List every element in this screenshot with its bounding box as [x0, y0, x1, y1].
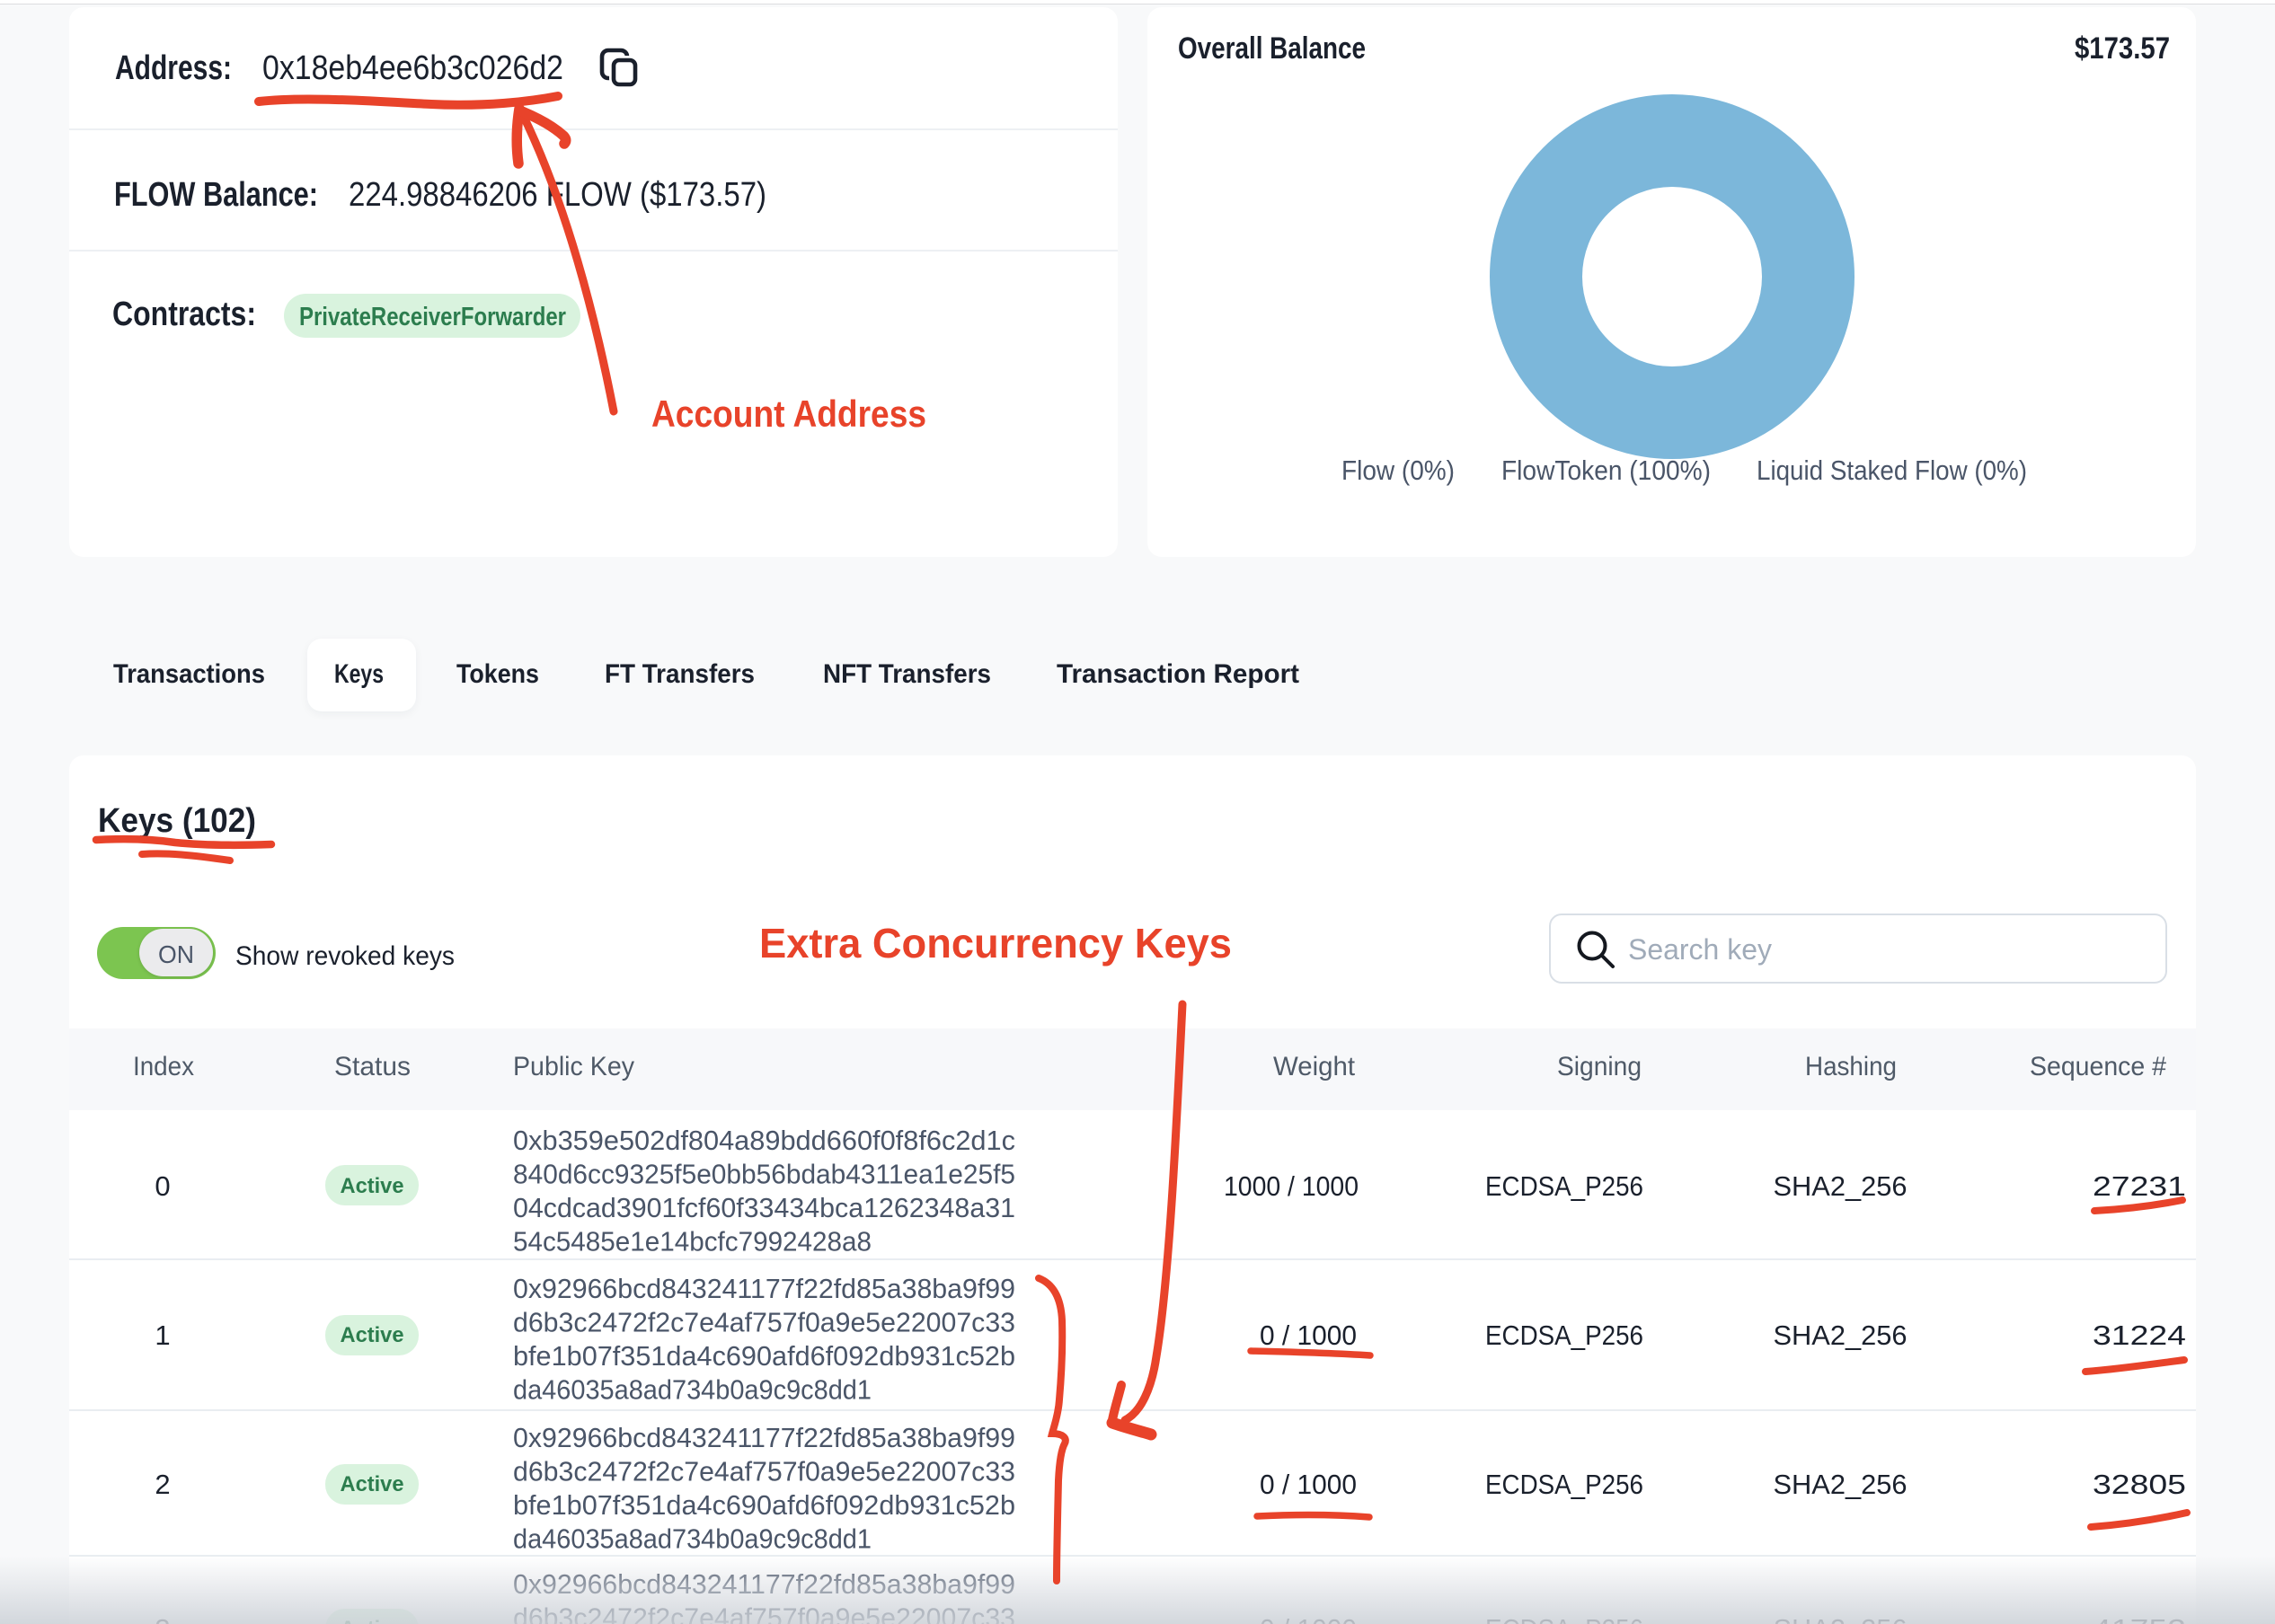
svg-text:31224: 31224 — [2093, 1320, 2186, 1351]
svg-text:04cdcad3901fcf60f33434bca12623: 04cdcad3901fcf60f33434bca1262348a31 — [513, 1192, 1015, 1223]
svg-text:0x92966bcd843241177f22fd85a38b: 0x92966bcd843241177f22fd85a38ba9f99 — [513, 1273, 1015, 1304]
svg-text:0x92966bcd843241177f22fd85a38b: 0x92966bcd843241177f22fd85a38ba9f99 — [513, 1422, 1015, 1453]
svg-text:Transactions: Transactions — [113, 659, 265, 689]
svg-text:Active: Active — [341, 1472, 404, 1496]
svg-text:SHA2_256: SHA2_256 — [1774, 1170, 1908, 1202]
svg-text:Flow (0%): Flow (0%) — [1341, 455, 1455, 486]
svg-text:Liquid Staked Flow (0%): Liquid Staked Flow (0%) — [1757, 455, 2027, 486]
svg-text:NFT Transfers: NFT Transfers — [823, 659, 991, 689]
svg-text:ECDSA_P256: ECDSA_P256 — [1485, 1469, 1643, 1500]
svg-text:Keys: Keys — [334, 659, 384, 689]
svg-text:SHA2_256: SHA2_256 — [1774, 1469, 1908, 1500]
svg-text:1000 / 1000: 1000 / 1000 — [1224, 1170, 1359, 1202]
svg-text:Sequence #: Sequence # — [2030, 1052, 2166, 1081]
svg-text:SHA2_256: SHA2_256 — [1774, 1320, 1908, 1351]
svg-text:Weight: Weight — [1273, 1052, 1356, 1081]
svg-text:27231: 27231 — [2093, 1170, 2186, 1202]
svg-text:Active: Active — [341, 1174, 404, 1198]
svg-text:FlowToken (100%): FlowToken (100%) — [1501, 455, 1711, 486]
svg-text:d6b3c2472f2c7e4af757f0a9e5e220: d6b3c2472f2c7e4af757f0a9e5e22007c33 — [513, 1456, 1015, 1487]
svg-text:Hashing: Hashing — [1805, 1052, 1897, 1081]
svg-text:Show revoked keys: Show revoked keys — [235, 941, 455, 971]
svg-text:224.98846206 FLOW ($173.57): 224.98846206 FLOW ($173.57) — [349, 176, 766, 214]
svg-text:Search key: Search key — [1628, 933, 1772, 966]
svg-text:da46035a8ad734b0a9c9c8dd1: da46035a8ad734b0a9c9c8dd1 — [513, 1374, 872, 1406]
svg-text:0 / 1000: 0 / 1000 — [1260, 1469, 1357, 1500]
svg-text:Public Key: Public Key — [513, 1052, 634, 1081]
svg-text:Tokens: Tokens — [456, 659, 539, 689]
svg-text:Active: Active — [341, 1323, 404, 1347]
svg-text:ECDSA_P256: ECDSA_P256 — [1485, 1170, 1643, 1202]
svg-text:$173.57: $173.57 — [2075, 31, 2170, 66]
svg-text:Overall Balance: Overall Balance — [1178, 31, 1366, 66]
svg-text:Index: Index — [133, 1052, 194, 1081]
svg-text:Keys (102): Keys (102) — [98, 802, 256, 840]
svg-text:Contracts:: Contracts: — [112, 296, 256, 333]
svg-text:840d6cc9325f5e0bb56bdab4311ea1: 840d6cc9325f5e0bb56bdab4311ea1e25f5 — [513, 1159, 1015, 1190]
svg-text:FT Transfers: FT Transfers — [605, 659, 755, 689]
svg-text:Transaction Report: Transaction Report — [1057, 659, 1299, 689]
svg-text:PrivateReceiverForwarder: PrivateReceiverForwarder — [299, 303, 566, 331]
svg-text:bfe1b07f351da4c690afd6f092db93: bfe1b07f351da4c690afd6f092db931c52b — [513, 1340, 1015, 1372]
svg-text:ON: ON — [158, 940, 194, 968]
svg-text:0xb359e502df804a89bdd660f0f8f6: 0xb359e502df804a89bdd660f0f8f6c2d1c — [513, 1125, 1015, 1156]
svg-text:FLOW Balance:: FLOW Balance: — [114, 176, 318, 214]
svg-text:54c5485e1e14bcfc7992428a8: 54c5485e1e14bcfc7992428a8 — [513, 1226, 872, 1258]
svg-text:Status: Status — [334, 1052, 411, 1081]
svg-text:Signing: Signing — [1557, 1052, 1642, 1081]
svg-text:bfe1b07f351da4c690afd6f092db93: bfe1b07f351da4c690afd6f092db931c52b — [513, 1489, 1015, 1521]
svg-text:2: 2 — [155, 1469, 170, 1500]
svg-text:1: 1 — [155, 1320, 170, 1351]
svg-text:d6b3c2472f2c7e4af757f0a9e5e220: d6b3c2472f2c7e4af757f0a9e5e22007c33 — [513, 1307, 1015, 1338]
svg-text:da46035a8ad734b0a9c9c8dd1: da46035a8ad734b0a9c9c8dd1 — [513, 1523, 872, 1555]
svg-text:Address:: Address: — [115, 49, 232, 87]
svg-text:0 / 1000: 0 / 1000 — [1260, 1320, 1357, 1351]
svg-text:32805: 32805 — [2093, 1469, 2186, 1500]
svg-text:ECDSA_P256: ECDSA_P256 — [1485, 1320, 1643, 1351]
svg-text:0: 0 — [155, 1170, 170, 1202]
svg-text:0x18eb4ee6b3c026d2: 0x18eb4ee6b3c026d2 — [262, 49, 563, 87]
